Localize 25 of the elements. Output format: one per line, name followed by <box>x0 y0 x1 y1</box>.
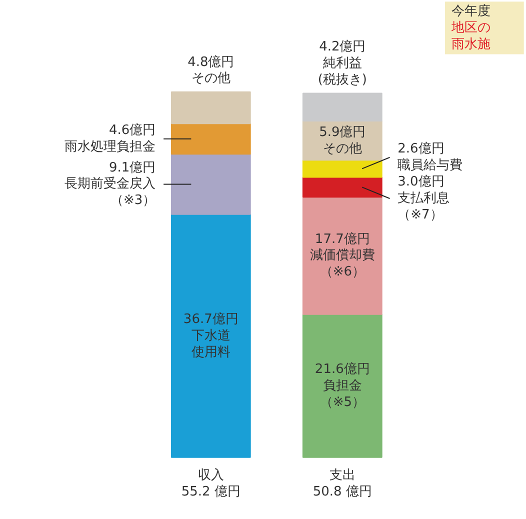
series-label: その他 <box>322 141 362 156</box>
data-label: 5.9億円 <box>319 124 366 140</box>
series-label: 減価償却費（※6） <box>310 248 375 280</box>
series-label: 支払利息（※7） <box>398 191 450 222</box>
text: 50.8 億円 <box>312 484 372 500</box>
x-tick-label: 支出 <box>329 468 356 483</box>
series-label: 下水道使用料 <box>191 328 230 360</box>
series-label: 職員給与費 <box>398 158 463 174</box>
text: 今年度地区の雨水施 <box>450 2 491 52</box>
data-label: 36.7億円 <box>183 312 238 327</box>
data-label: 3.0億円 <box>398 174 444 190</box>
data-label: 4.2億円 <box>319 40 366 55</box>
series-label: 負担金（※5） <box>320 378 365 410</box>
series-label: 純利益(税抜き) <box>318 56 367 88</box>
text: 55.2 億円 <box>181 484 240 500</box>
series-label: その他 <box>191 71 230 86</box>
data-label: 21.6億円 <box>314 362 370 377</box>
data-label: 4.6億円 <box>108 123 156 138</box>
data-label: 2.6億円 <box>398 142 444 157</box>
data-label: 17.7億円 <box>314 232 370 247</box>
data-label: 9.1億円 <box>108 160 156 176</box>
series-label: 雨水処理負担金 <box>64 140 156 155</box>
data-label: 4.8億円 <box>188 54 234 70</box>
series-label: 長期前受金戻入（※3） <box>64 176 156 208</box>
x-tick-label: 収入 <box>198 468 224 483</box>
